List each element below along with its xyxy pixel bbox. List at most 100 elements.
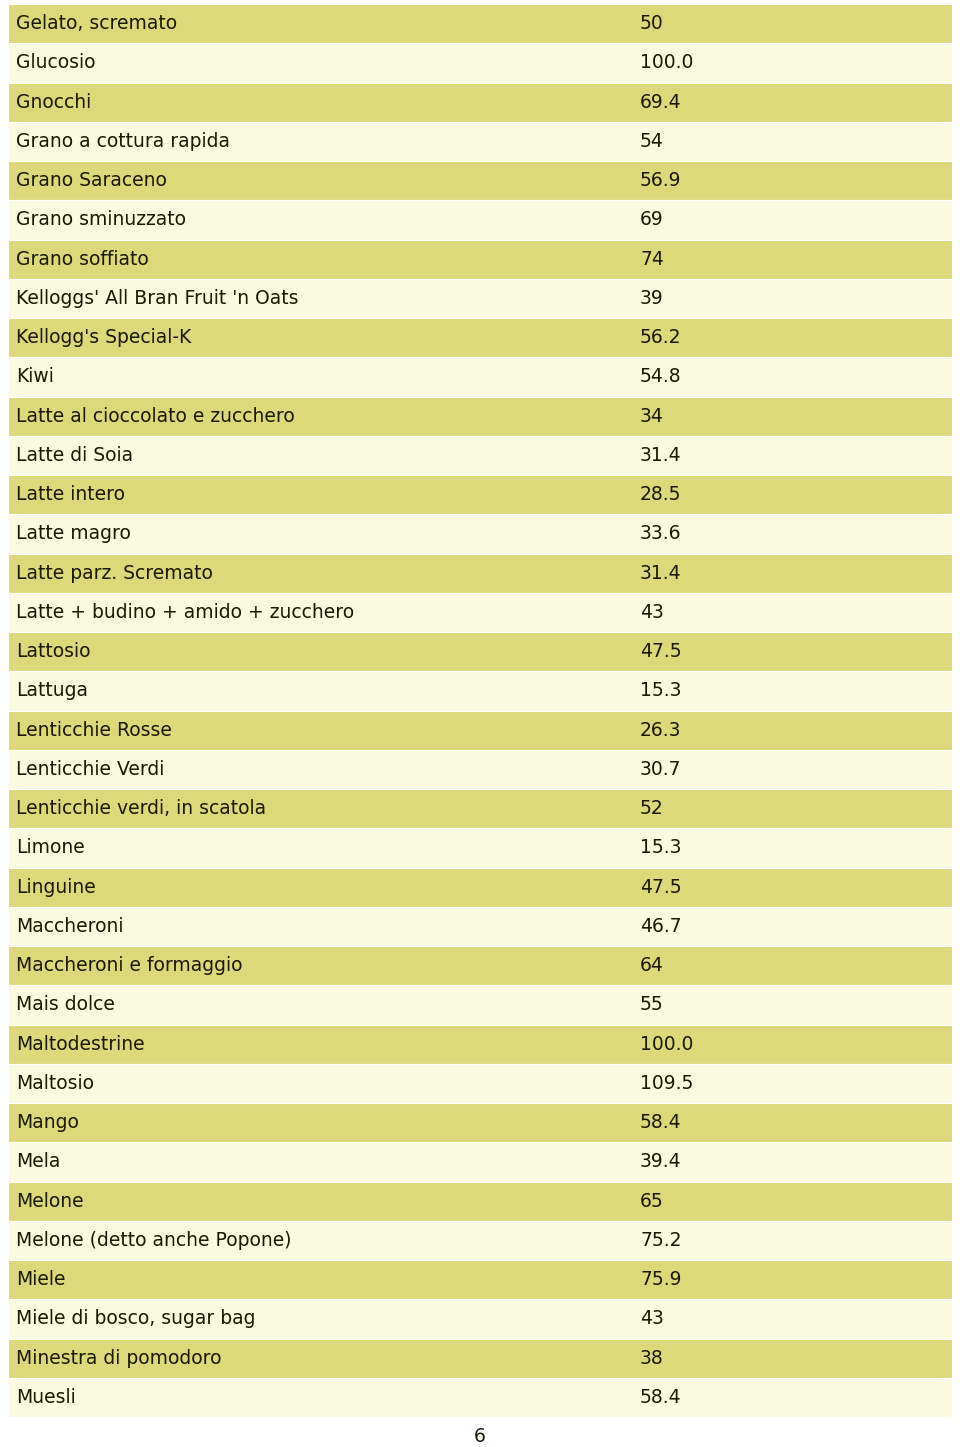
Text: Maccheroni: Maccheroni	[16, 917, 124, 936]
Bar	[8, 671, 952, 710]
Text: 6: 6	[474, 1428, 486, 1447]
Text: 69: 69	[640, 210, 663, 230]
Text: 31.4: 31.4	[640, 446, 682, 464]
Text: Latte parz. Scremato: Latte parz. Scremato	[16, 564, 213, 583]
Text: Latte al cioccolato e zucchero: Latte al cioccolato e zucchero	[16, 407, 295, 425]
Bar	[8, 1024, 952, 1064]
Text: 75.2: 75.2	[640, 1231, 682, 1250]
Text: 52: 52	[640, 799, 663, 818]
Text: Lenticchie Verdi: Lenticchie Verdi	[16, 760, 164, 778]
Text: 28.5: 28.5	[640, 485, 682, 504]
Bar	[8, 122, 952, 161]
Text: 30.7: 30.7	[640, 760, 682, 778]
Text: 58.4: 58.4	[640, 1388, 682, 1406]
Text: 38: 38	[640, 1349, 663, 1367]
Text: 74: 74	[640, 250, 664, 269]
Text: Gnocchi: Gnocchi	[16, 93, 91, 111]
Text: Muesli: Muesli	[16, 1388, 76, 1406]
Bar	[8, 985, 952, 1024]
Bar	[8, 750, 952, 789]
Bar	[8, 1299, 952, 1338]
Text: 100.0: 100.0	[640, 54, 693, 72]
Text: Kelloggs' All Bran Fruit 'n Oats: Kelloggs' All Bran Fruit 'n Oats	[16, 289, 299, 308]
Text: 31.4: 31.4	[640, 564, 682, 583]
Bar	[8, 946, 952, 985]
Text: Latte + budino + amido + zucchero: Latte + budino + amido + zucchero	[16, 603, 354, 622]
Text: Minestra di pomodoro: Minestra di pomodoro	[16, 1349, 222, 1367]
Text: 33.6: 33.6	[640, 524, 682, 544]
Text: Gelato, scremato: Gelato, scremato	[16, 14, 178, 33]
Text: 69.4: 69.4	[640, 93, 682, 111]
Text: 109.5: 109.5	[640, 1074, 693, 1092]
Text: 26.3: 26.3	[640, 721, 682, 739]
Text: 47.5: 47.5	[640, 878, 682, 897]
Bar	[8, 82, 952, 122]
Text: Melone (detto anche Popone): Melone (detto anche Popone)	[16, 1231, 292, 1250]
Text: Maltodestrine: Maltodestrine	[16, 1035, 145, 1053]
Text: 39: 39	[640, 289, 663, 308]
Bar	[8, 475, 952, 514]
Text: Miele di bosco, sugar bag: Miele di bosco, sugar bag	[16, 1310, 255, 1328]
Text: Lattosio: Lattosio	[16, 642, 90, 661]
Bar	[8, 436, 952, 475]
Bar	[8, 868, 952, 907]
Text: Maltosio: Maltosio	[16, 1074, 94, 1092]
Text: Latte di Soia: Latte di Soia	[16, 446, 133, 464]
Text: 43: 43	[640, 603, 664, 622]
Bar	[8, 554, 952, 593]
Bar	[8, 1338, 952, 1378]
Text: Maccheroni e formaggio: Maccheroni e formaggio	[16, 956, 243, 975]
Text: Latte magro: Latte magro	[16, 524, 131, 544]
Text: Grano Saraceno: Grano Saraceno	[16, 171, 167, 190]
Text: 46.7: 46.7	[640, 917, 682, 936]
Bar	[8, 4, 952, 43]
Text: 54.8: 54.8	[640, 368, 682, 386]
Text: 50: 50	[640, 14, 663, 33]
Text: 100.0: 100.0	[640, 1035, 693, 1053]
Text: Linguine: Linguine	[16, 878, 96, 897]
Bar	[8, 1378, 952, 1417]
Bar	[8, 200, 952, 240]
Bar	[8, 1182, 952, 1221]
Text: Kiwi: Kiwi	[16, 368, 54, 386]
Text: Miele: Miele	[16, 1270, 65, 1289]
Text: 47.5: 47.5	[640, 642, 682, 661]
Text: 55: 55	[640, 996, 663, 1014]
Text: Lenticchie verdi, in scatola: Lenticchie verdi, in scatola	[16, 799, 266, 818]
Bar	[8, 828, 952, 868]
Text: Grano soffiato: Grano soffiato	[16, 250, 149, 269]
Text: 15.3: 15.3	[640, 682, 682, 700]
Text: 75.9: 75.9	[640, 1270, 682, 1289]
Text: 58.4: 58.4	[640, 1113, 682, 1132]
Text: 65: 65	[640, 1192, 663, 1211]
Text: 34: 34	[640, 407, 664, 425]
Bar	[8, 43, 952, 82]
Bar	[8, 1260, 952, 1299]
Text: Latte intero: Latte intero	[16, 485, 125, 504]
Bar	[8, 1142, 952, 1182]
Text: Lattuga: Lattuga	[16, 682, 88, 700]
Text: 43: 43	[640, 1310, 664, 1328]
Bar	[8, 240, 952, 279]
Bar	[8, 279, 952, 318]
Bar	[8, 357, 952, 396]
Text: Mela: Mela	[16, 1152, 60, 1172]
Bar	[8, 514, 952, 554]
Bar	[8, 318, 952, 357]
Bar	[8, 1064, 952, 1103]
Bar	[8, 789, 952, 828]
Text: Melone: Melone	[16, 1192, 84, 1211]
Text: 64: 64	[640, 956, 664, 975]
Text: 54: 54	[640, 132, 664, 150]
Text: 56.9: 56.9	[640, 171, 682, 190]
Text: 39.4: 39.4	[640, 1152, 682, 1172]
Bar	[8, 161, 952, 200]
Text: Mango: Mango	[16, 1113, 79, 1132]
Bar	[8, 907, 952, 946]
Text: Grano sminuzzato: Grano sminuzzato	[16, 210, 186, 230]
Bar	[8, 593, 952, 632]
Text: Lenticchie Rosse: Lenticchie Rosse	[16, 721, 172, 739]
Text: Limone: Limone	[16, 838, 84, 858]
Bar	[8, 632, 952, 671]
Text: 56.2: 56.2	[640, 328, 682, 347]
